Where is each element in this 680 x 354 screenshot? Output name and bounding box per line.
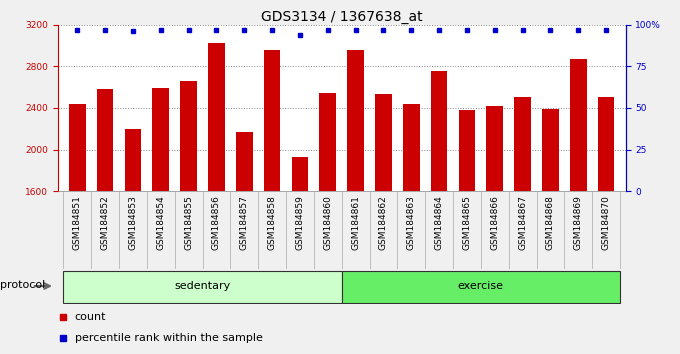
Text: GSM184863: GSM184863 — [407, 195, 415, 250]
Bar — [514, 97, 531, 354]
Bar — [430, 70, 447, 354]
Bar — [208, 44, 225, 354]
Bar — [152, 88, 169, 354]
Bar — [598, 97, 615, 354]
Text: GSM184861: GSM184861 — [351, 195, 360, 250]
Text: sedentary: sedentary — [174, 281, 231, 291]
Bar — [570, 59, 587, 354]
Text: GSM184870: GSM184870 — [602, 195, 611, 250]
Bar — [347, 50, 364, 354]
Text: percentile rank within the sample: percentile rank within the sample — [75, 332, 262, 343]
Bar — [375, 95, 392, 354]
Bar — [264, 50, 280, 354]
Bar — [180, 81, 197, 354]
Text: GSM184855: GSM184855 — [184, 195, 193, 250]
Text: protocol: protocol — [0, 280, 46, 290]
Bar — [97, 89, 114, 354]
Text: GSM184858: GSM184858 — [268, 195, 277, 250]
Text: GSM184862: GSM184862 — [379, 195, 388, 250]
Bar — [236, 132, 253, 354]
Text: GSM184868: GSM184868 — [546, 195, 555, 250]
Bar — [320, 93, 336, 354]
Text: GSM184859: GSM184859 — [295, 195, 305, 250]
Text: GSM184853: GSM184853 — [129, 195, 137, 250]
Bar — [403, 104, 420, 354]
Text: GSM184865: GSM184865 — [462, 195, 471, 250]
Bar — [542, 109, 559, 354]
Text: exercise: exercise — [458, 281, 504, 291]
Bar — [486, 106, 503, 354]
Text: GSM184869: GSM184869 — [574, 195, 583, 250]
Bar — [458, 110, 475, 354]
Text: count: count — [75, 312, 106, 322]
Bar — [124, 129, 141, 354]
Text: GSM184867: GSM184867 — [518, 195, 527, 250]
Text: GSM184852: GSM184852 — [101, 195, 109, 250]
Text: GSM184866: GSM184866 — [490, 195, 499, 250]
Bar — [69, 104, 86, 354]
FancyBboxPatch shape — [63, 271, 342, 303]
Title: GDS3134 / 1367638_at: GDS3134 / 1367638_at — [261, 10, 422, 24]
Text: GSM184860: GSM184860 — [323, 195, 333, 250]
Text: GSM184854: GSM184854 — [156, 195, 165, 250]
Text: GSM184857: GSM184857 — [240, 195, 249, 250]
Text: GSM184856: GSM184856 — [212, 195, 221, 250]
FancyBboxPatch shape — [342, 271, 620, 303]
Text: GSM184864: GSM184864 — [435, 195, 443, 250]
Text: GSM184851: GSM184851 — [73, 195, 82, 250]
Bar — [292, 157, 308, 354]
